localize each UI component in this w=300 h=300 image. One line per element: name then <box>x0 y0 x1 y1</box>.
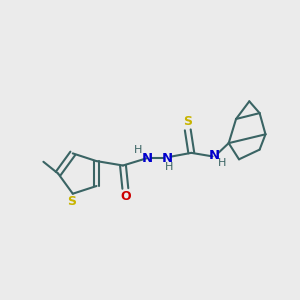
Text: N: N <box>162 152 173 165</box>
Text: O: O <box>120 190 131 203</box>
Text: N: N <box>208 149 220 162</box>
Text: H: H <box>218 158 226 168</box>
Text: H: H <box>134 145 142 155</box>
Text: S: S <box>67 196 76 208</box>
Text: S: S <box>183 116 192 128</box>
Text: H: H <box>164 162 173 172</box>
Text: N: N <box>142 152 153 165</box>
